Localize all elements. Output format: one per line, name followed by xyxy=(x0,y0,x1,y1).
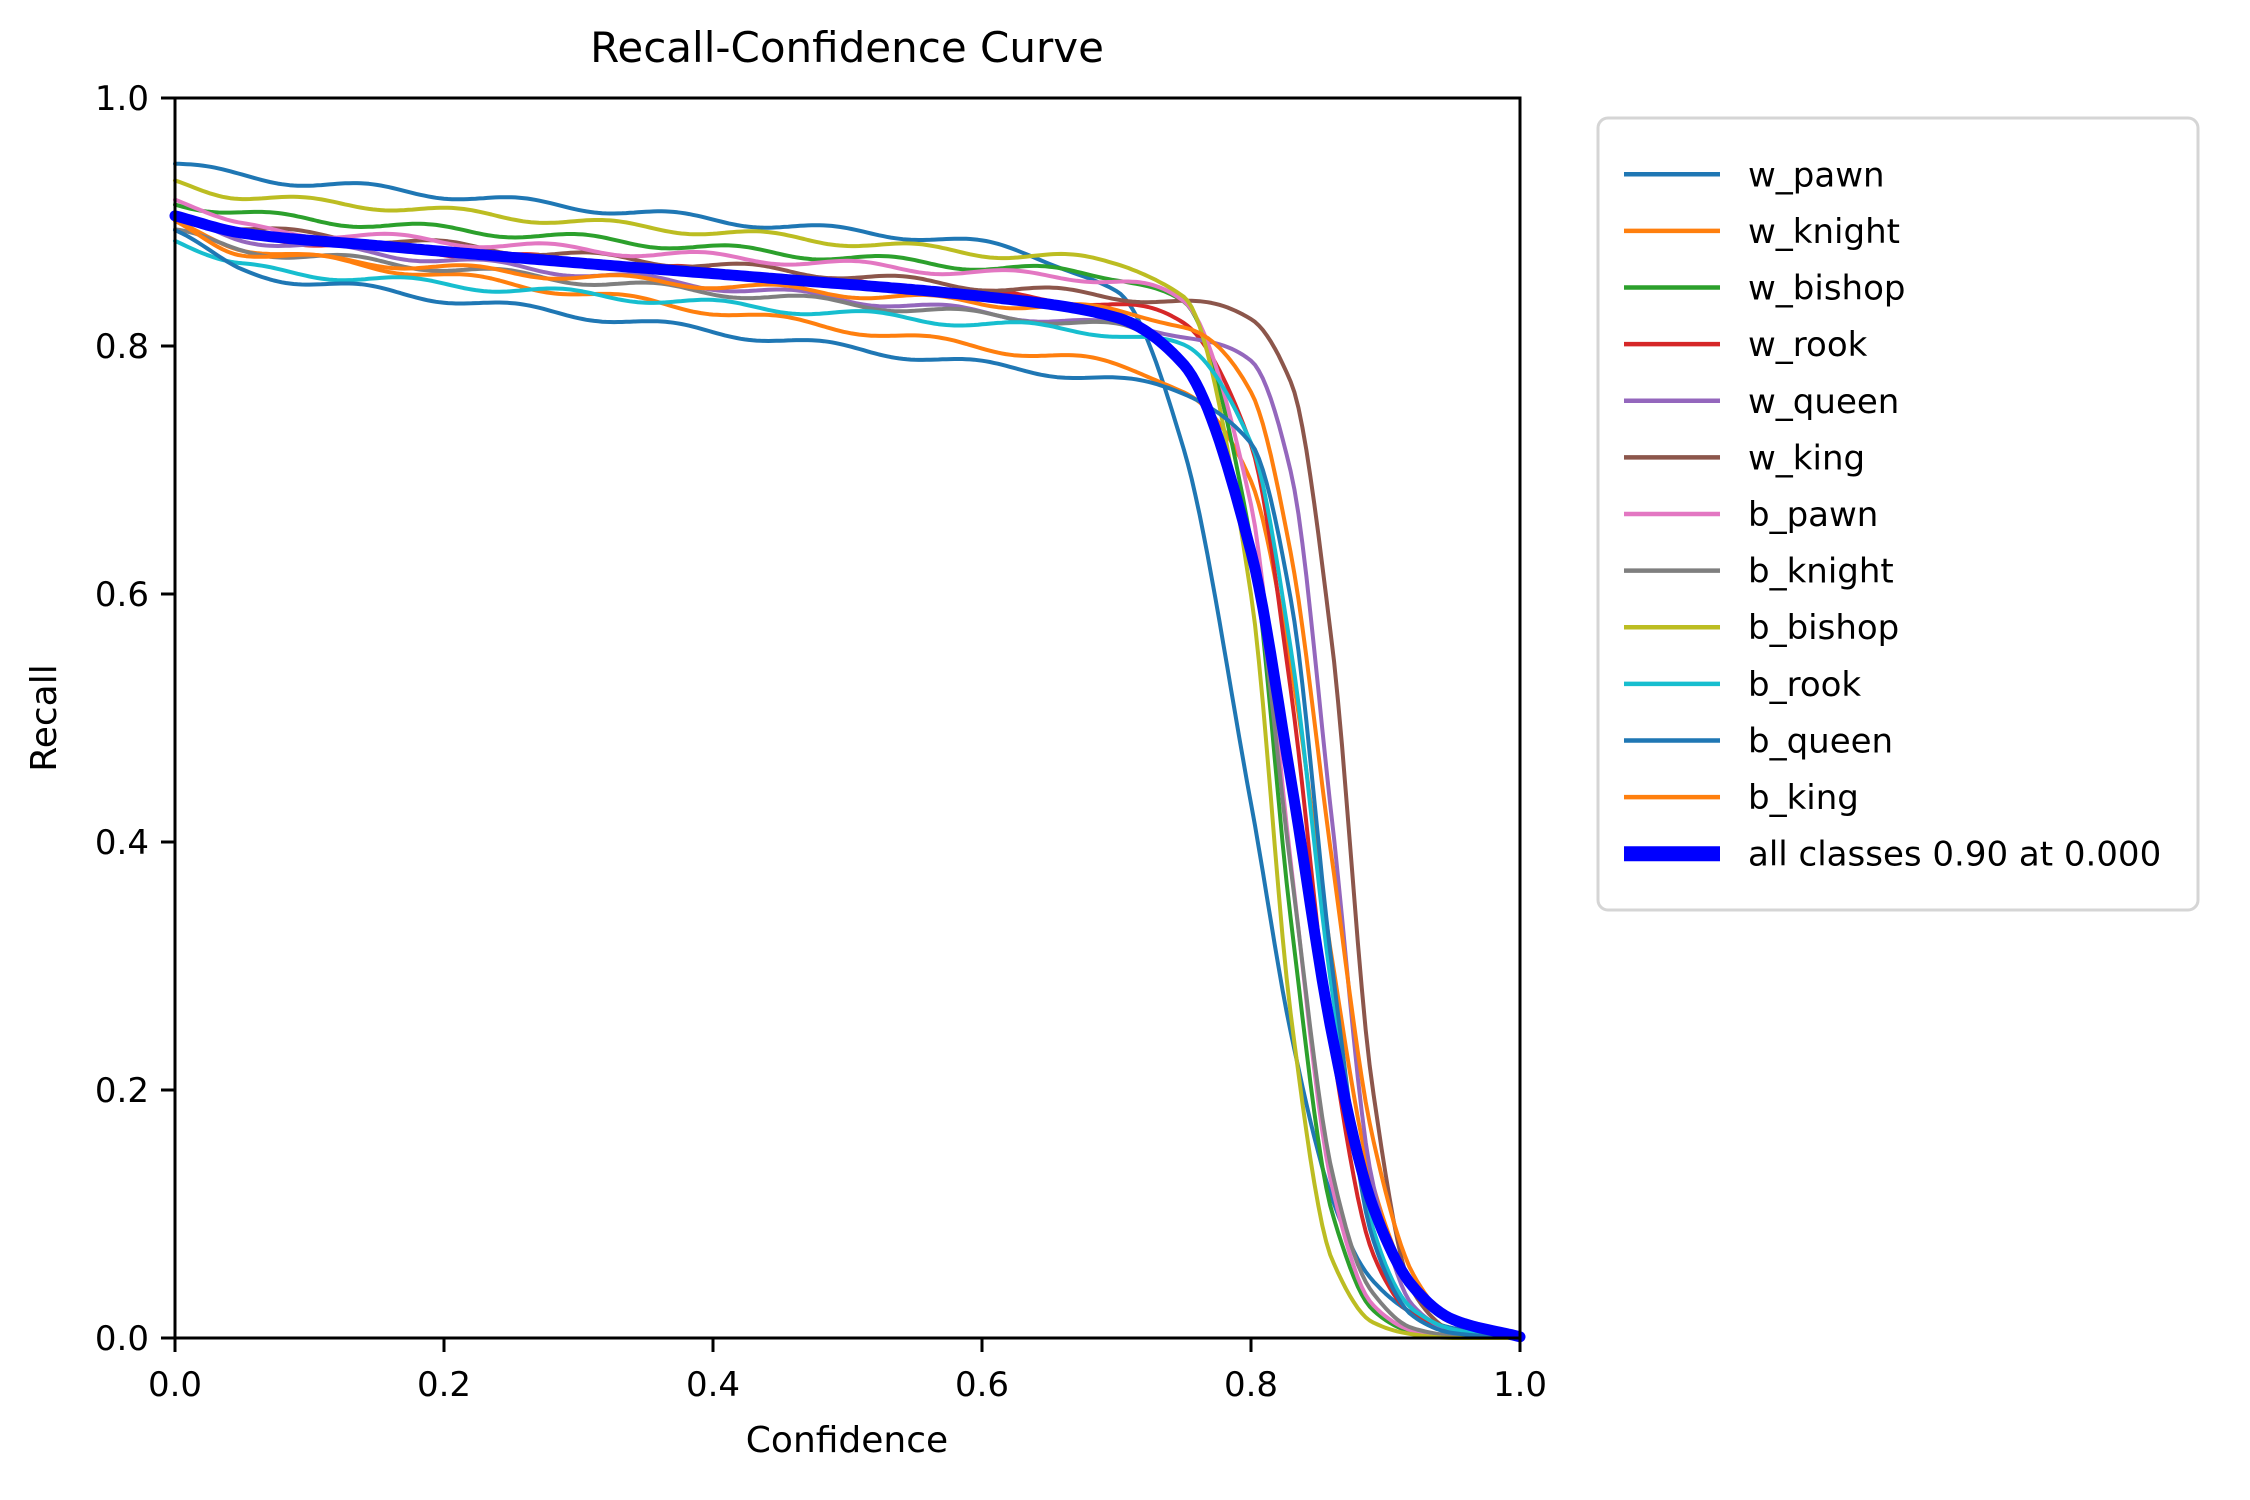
curve-b-knight xyxy=(173,227,1522,1340)
y-tick-label: 0.6 xyxy=(95,575,149,615)
curve-w-rook xyxy=(173,218,1522,1340)
legend-label-1: w_knight xyxy=(1748,212,1900,252)
x-tick-label: 0.8 xyxy=(1224,1365,1278,1405)
legend-label-12: all classes 0.90 at 0.000 xyxy=(1748,835,2161,875)
y-tick-label: 1.0 xyxy=(95,79,149,119)
curve-b-queen xyxy=(173,228,1522,1340)
y-tick-label: 0.8 xyxy=(95,327,149,367)
curve-b-rook xyxy=(173,238,1522,1340)
legend-label-5: w_king xyxy=(1748,438,1865,478)
x-tick-label: 0.2 xyxy=(417,1365,471,1405)
x-tick-label: 0.0 xyxy=(148,1365,202,1405)
x-axis-ticks: 0.0 0.2 0.4 0.6 0.8 1.0 xyxy=(148,1338,1547,1405)
chart-title: Recall-Confidence Curve xyxy=(590,23,1104,72)
legend-label-6: b_pawn xyxy=(1748,495,1878,535)
curve-w-bishop xyxy=(173,202,1522,1340)
legend-label-10: b_queen xyxy=(1748,721,1893,761)
legend-label-3: w_rook xyxy=(1748,325,1868,365)
curve-w-queen xyxy=(173,212,1522,1340)
curves-group xyxy=(169,161,1526,1343)
y-tick-label: 0.2 xyxy=(95,1071,149,1111)
x-tick-label: 0.4 xyxy=(686,1365,740,1405)
y-axis-ticks: 0.0 0.2 0.4 0.6 0.8 1.0 xyxy=(95,79,175,1359)
curve-all-classes-0-90-at-0-000 xyxy=(169,210,1526,1343)
x-tick-label: 1.0 xyxy=(1493,1365,1547,1405)
curve-b-king xyxy=(173,219,1522,1339)
x-axis-label: Confidence xyxy=(746,1420,948,1461)
curve-b-bishop xyxy=(173,178,1522,1340)
plot-border xyxy=(173,96,1522,1340)
curve-w-king xyxy=(173,210,1522,1340)
y-tick-label: 0.4 xyxy=(95,823,149,863)
legend-label-0: w_pawn xyxy=(1748,155,1885,195)
legend-label-8: b_bishop xyxy=(1748,608,1899,648)
legend-label-11: b_king xyxy=(1748,778,1859,818)
x-tick-label: 0.6 xyxy=(955,1365,1009,1405)
legend-label-2: w_bishop xyxy=(1748,269,1905,309)
legend-label-9: b_rook xyxy=(1748,665,1861,705)
curve-w-knight xyxy=(173,218,1522,1339)
legend-box: w_pawn w_knight w_bishop w_rook w_queen w_kin… xyxy=(1596,116,2200,912)
y-axis-label: Recall xyxy=(24,664,65,771)
legend-label-7: b_knight xyxy=(1748,552,1894,592)
y-tick-label: 0.0 xyxy=(95,1319,149,1359)
legend-label-4: w_queen xyxy=(1748,382,1899,422)
